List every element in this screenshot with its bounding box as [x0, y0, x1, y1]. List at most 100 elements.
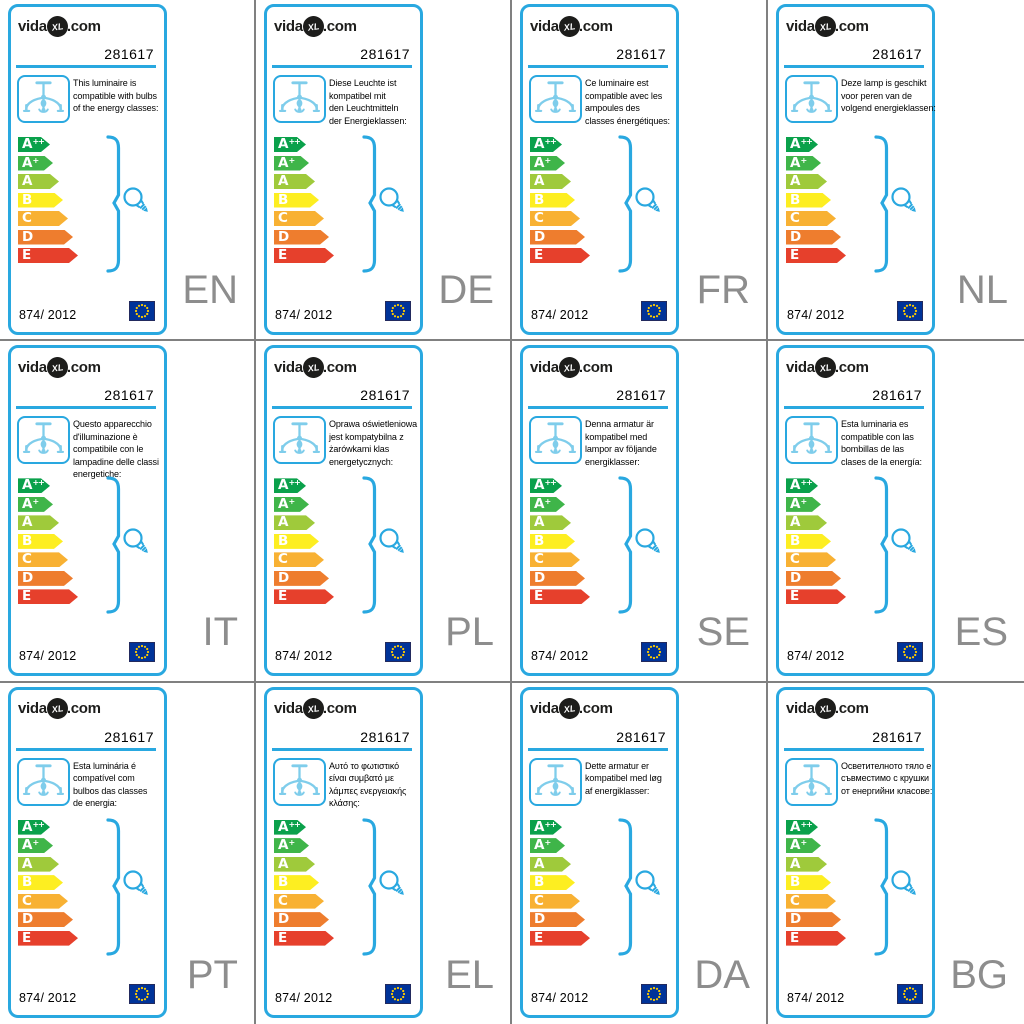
arrow-superscript: +: [544, 838, 551, 848]
divider-line: [272, 65, 412, 68]
label-cell: vida XL .com 281617: [768, 341, 1024, 683]
eu-flag-icon: [641, 642, 667, 663]
eu-flag-stars: [646, 986, 662, 1001]
arrow-letter: A: [22, 837, 33, 854]
regulation-number: 874/ 2012: [531, 649, 589, 664]
arrow-letter: B: [278, 532, 289, 549]
arrow-letter: A: [534, 837, 545, 854]
energy-class-arrow-d: D: [530, 230, 585, 245]
arrow-letter: E: [22, 247, 32, 263]
chandelier-glyph: [534, 81, 577, 113]
energy-class-arrow-a+: A+: [274, 838, 309, 853]
arrow-letter: B: [534, 874, 545, 891]
energy-class-arrow-b: B: [786, 875, 831, 890]
energy-class-arrow-a+: A+: [786, 497, 821, 512]
energy-class-arrows: A++ A+ A B C D E: [18, 820, 78, 950]
logo-xl-badge-icon: XL: [45, 696, 70, 721]
language-code: PT: [186, 952, 238, 997]
arrow-letter: E: [534, 929, 544, 946]
brace-bracket-icon: [874, 818, 889, 956]
chandelier-icon: [17, 416, 70, 465]
arrow-superscript: ++: [288, 137, 300, 146]
energy-class-arrow-a: A: [530, 174, 571, 189]
energy-class-arrow-c: C: [530, 552, 580, 567]
logo-text-com: .com: [578, 358, 613, 376]
brace-bracket-icon: [874, 476, 889, 614]
compatibility-text: Esta luminária é compatível com bulbos d…: [73, 760, 148, 809]
logo-text-vida: vida: [274, 358, 303, 376]
energy-class-arrows: A++ A+ A B C D E: [530, 478, 590, 608]
arrow-superscript: +: [544, 155, 551, 165]
energy-label-card: vida XL .com 281617: [264, 4, 423, 335]
divider-line: [528, 747, 668, 751]
arrow-letter: D: [790, 569, 802, 586]
arrow-letter: B: [278, 874, 289, 891]
energy-class-arrow-a: A: [18, 515, 59, 530]
language-code: DA: [694, 952, 750, 997]
eu-flag-icon: [129, 983, 155, 1004]
energy-class-arrow-e: E: [786, 589, 846, 604]
divider-line: [16, 65, 156, 68]
regulation-number: 874/ 2012: [787, 990, 845, 1005]
arrow-letter: A: [278, 495, 289, 512]
energy-class-arrow-a++: A++: [530, 478, 562, 493]
energy-class-arrow-a++: A++: [18, 137, 50, 152]
label-cell: vida XL .com 281617: [512, 0, 768, 342]
bulb-icon: [891, 870, 916, 895]
energy-class-arrow-c: C: [786, 552, 836, 567]
eu-flag-icon: [385, 301, 411, 321]
vidaxl-logo: vida XL .com: [786, 696, 869, 721]
energy-class-arrow-a+: A+: [786, 156, 821, 171]
bulb-icon: [379, 187, 404, 212]
arrow-letter: D: [278, 911, 290, 928]
product-code: 281617: [360, 387, 410, 404]
energy-class-arrow-e: E: [274, 248, 334, 263]
arrow-letter: E: [790, 247, 800, 263]
brace-bracket-icon: [618, 476, 633, 614]
logo-xl-badge-icon: XL: [813, 355, 838, 380]
arrow-letter: A: [790, 855, 801, 872]
arrow-superscript: +: [32, 496, 39, 506]
arrow-letter: D: [22, 911, 34, 928]
logo-xl-text: XL: [818, 702, 832, 715]
divider-line: [784, 406, 924, 410]
chandelier-icon: [273, 757, 326, 806]
chandelier-glyph: [534, 764, 577, 796]
arrow-superscript: ++: [32, 819, 44, 829]
energy-class-arrow-a: A: [274, 174, 315, 189]
logo-text-com: .com: [322, 17, 357, 35]
logo-text-com: .com: [322, 700, 357, 718]
arrow-superscript: +: [288, 838, 295, 848]
arrow-superscript: +: [544, 496, 551, 506]
arrow-letter: A: [790, 495, 801, 512]
energy-class-arrow-a++: A++: [18, 820, 50, 835]
chandelier-glyph: [790, 764, 833, 796]
logo-xl-text: XL: [50, 20, 64, 32]
arrow-letter: E: [534, 588, 544, 605]
energy-class-arrows: A++ A+ A B C D E: [530, 137, 590, 267]
product-code: 281617: [872, 728, 922, 745]
energy-class-arrow-c: C: [18, 552, 68, 567]
arrow-letter: A: [790, 154, 801, 171]
arrow-letter: A: [278, 136, 289, 152]
bulb-icon: [891, 528, 916, 554]
arrow-letter: A: [790, 514, 801, 531]
arrow-letter: B: [278, 191, 289, 208]
divider-line: [272, 747, 412, 751]
arrow-superscript: ++: [32, 478, 44, 488]
vidaxl-logo: vida XL .com: [274, 355, 357, 380]
eu-flag-icon: [641, 983, 667, 1004]
label-cell: vida XL .com 281617: [0, 682, 256, 1024]
label-cell: vida XL .com 281617: [768, 0, 1024, 342]
energy-class-arrow-d: D: [786, 571, 841, 586]
arrow-letter: C: [278, 210, 288, 226]
language-code: DE: [438, 268, 494, 313]
language-code: ES: [954, 609, 1008, 654]
language-code: SE: [696, 609, 750, 654]
arrow-letter: A: [278, 818, 289, 835]
arrow-letter: A: [534, 477, 545, 494]
logo-text-com: .com: [66, 700, 101, 718]
bulb-icon: [635, 528, 660, 554]
product-code: 281617: [104, 46, 154, 62]
logo-xl-text: XL: [818, 361, 832, 374]
